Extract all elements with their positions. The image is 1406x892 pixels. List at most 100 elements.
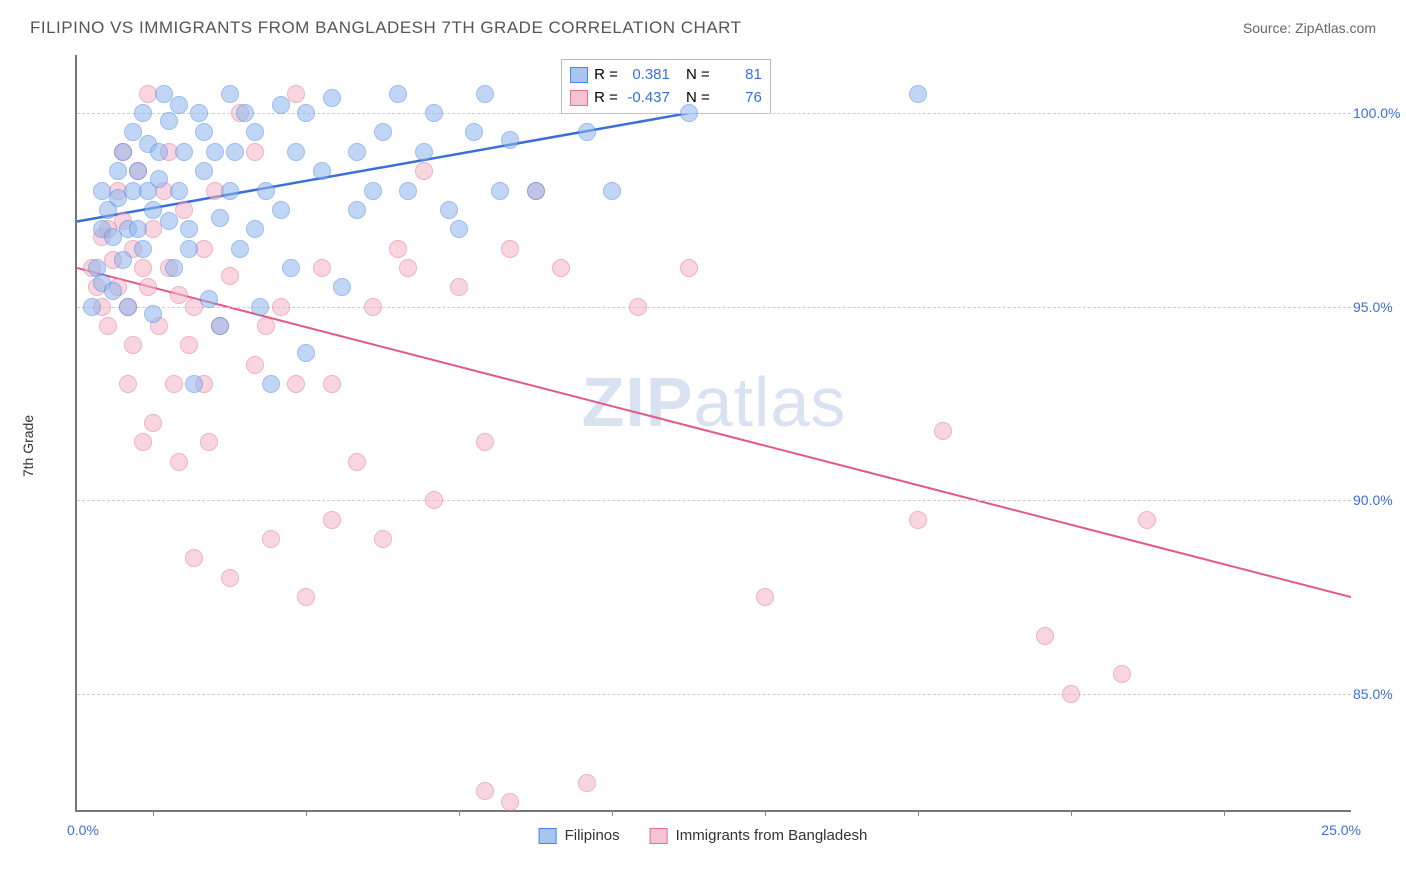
- data-point: [909, 511, 927, 529]
- data-point: [578, 123, 596, 141]
- data-point: [150, 170, 168, 188]
- data-point: [465, 123, 483, 141]
- data-point: [501, 131, 519, 149]
- x-tick-mark: [1071, 810, 1072, 816]
- data-point: [144, 305, 162, 323]
- data-point: [262, 375, 280, 393]
- data-point: [104, 282, 122, 300]
- gridline: [77, 694, 1351, 695]
- data-point: [272, 298, 290, 316]
- data-point: [603, 182, 621, 200]
- data-point: [425, 491, 443, 509]
- data-point: [200, 290, 218, 308]
- data-point: [99, 317, 117, 335]
- data-point: [425, 104, 443, 122]
- data-point: [374, 530, 392, 548]
- data-point: [680, 259, 698, 277]
- legend-row-b: R = -0.437 N = 76: [570, 87, 762, 110]
- data-point: [155, 85, 173, 103]
- gridline: [77, 113, 1351, 114]
- x-tick-mark: [459, 810, 460, 816]
- data-point: [415, 143, 433, 161]
- data-point: [909, 85, 927, 103]
- data-point: [476, 85, 494, 103]
- data-point: [272, 201, 290, 219]
- data-point: [200, 433, 218, 451]
- y-tick-label: 85.0%: [1353, 686, 1401, 702]
- data-point: [195, 162, 213, 180]
- data-point: [552, 259, 570, 277]
- data-point: [476, 433, 494, 451]
- watermark: ZIPatlas: [582, 362, 847, 442]
- data-point: [144, 414, 162, 432]
- data-point: [119, 375, 137, 393]
- legend-item-filipinos: Filipinos: [539, 827, 620, 844]
- legend-item-bangladesh: Immigrants from Bangladesh: [650, 827, 868, 844]
- data-point: [160, 212, 178, 230]
- data-point: [297, 344, 315, 362]
- data-point: [251, 298, 269, 316]
- x-tick-mark: [918, 810, 919, 816]
- data-point: [134, 240, 152, 258]
- data-point: [578, 774, 596, 792]
- data-point: [287, 85, 305, 103]
- data-point: [170, 182, 188, 200]
- data-point: [165, 375, 183, 393]
- data-point: [165, 259, 183, 277]
- data-point: [246, 220, 264, 238]
- data-point: [170, 453, 188, 471]
- correlation-legend: R = 0.381 N = 81 R = -0.437 N = 76: [561, 59, 771, 114]
- y-tick-label: 90.0%: [1353, 492, 1401, 508]
- data-point: [185, 375, 203, 393]
- x-tick-mark: [306, 810, 307, 816]
- data-point: [139, 278, 157, 296]
- data-point: [129, 220, 147, 238]
- data-point: [934, 422, 952, 440]
- data-point: [364, 182, 382, 200]
- chart-title: FILIPINO VS IMMIGRANTS FROM BANGLADESH 7…: [30, 18, 742, 38]
- data-point: [236, 104, 254, 122]
- x-tick-mark: [153, 810, 154, 816]
- data-point: [144, 201, 162, 219]
- data-point: [1036, 627, 1054, 645]
- data-point: [206, 143, 224, 161]
- data-point: [211, 317, 229, 335]
- gridline: [77, 500, 1351, 501]
- data-point: [313, 259, 331, 277]
- data-point: [170, 286, 188, 304]
- data-point: [124, 123, 142, 141]
- data-point: [231, 240, 249, 258]
- data-point: [323, 375, 341, 393]
- data-point: [257, 317, 275, 335]
- data-point: [83, 298, 101, 316]
- data-point: [527, 182, 545, 200]
- data-point: [491, 182, 509, 200]
- x-axis-min-label: 0.0%: [67, 822, 99, 838]
- data-point: [297, 588, 315, 606]
- swatch-bangladesh: [570, 90, 588, 106]
- trend-lines: [77, 55, 1351, 810]
- series-legend: Filipinos Immigrants from Bangladesh: [539, 827, 868, 844]
- data-point: [348, 453, 366, 471]
- data-point: [221, 182, 239, 200]
- data-point: [124, 336, 142, 354]
- data-point: [246, 143, 264, 161]
- data-point: [389, 240, 407, 258]
- data-point: [501, 240, 519, 258]
- data-point: [1113, 665, 1131, 683]
- swatch-bangladesh-icon: [650, 828, 668, 844]
- data-point: [180, 220, 198, 238]
- data-point: [160, 112, 178, 130]
- data-point: [175, 201, 193, 219]
- source-label: Source: ZipAtlas.com: [1243, 20, 1376, 36]
- data-point: [134, 259, 152, 277]
- data-point: [374, 123, 392, 141]
- data-point: [246, 123, 264, 141]
- data-point: [221, 267, 239, 285]
- data-point: [134, 104, 152, 122]
- swatch-filipinos-icon: [539, 828, 557, 844]
- data-point: [119, 298, 137, 316]
- data-point: [333, 278, 351, 296]
- data-point: [170, 96, 188, 114]
- data-point: [399, 259, 417, 277]
